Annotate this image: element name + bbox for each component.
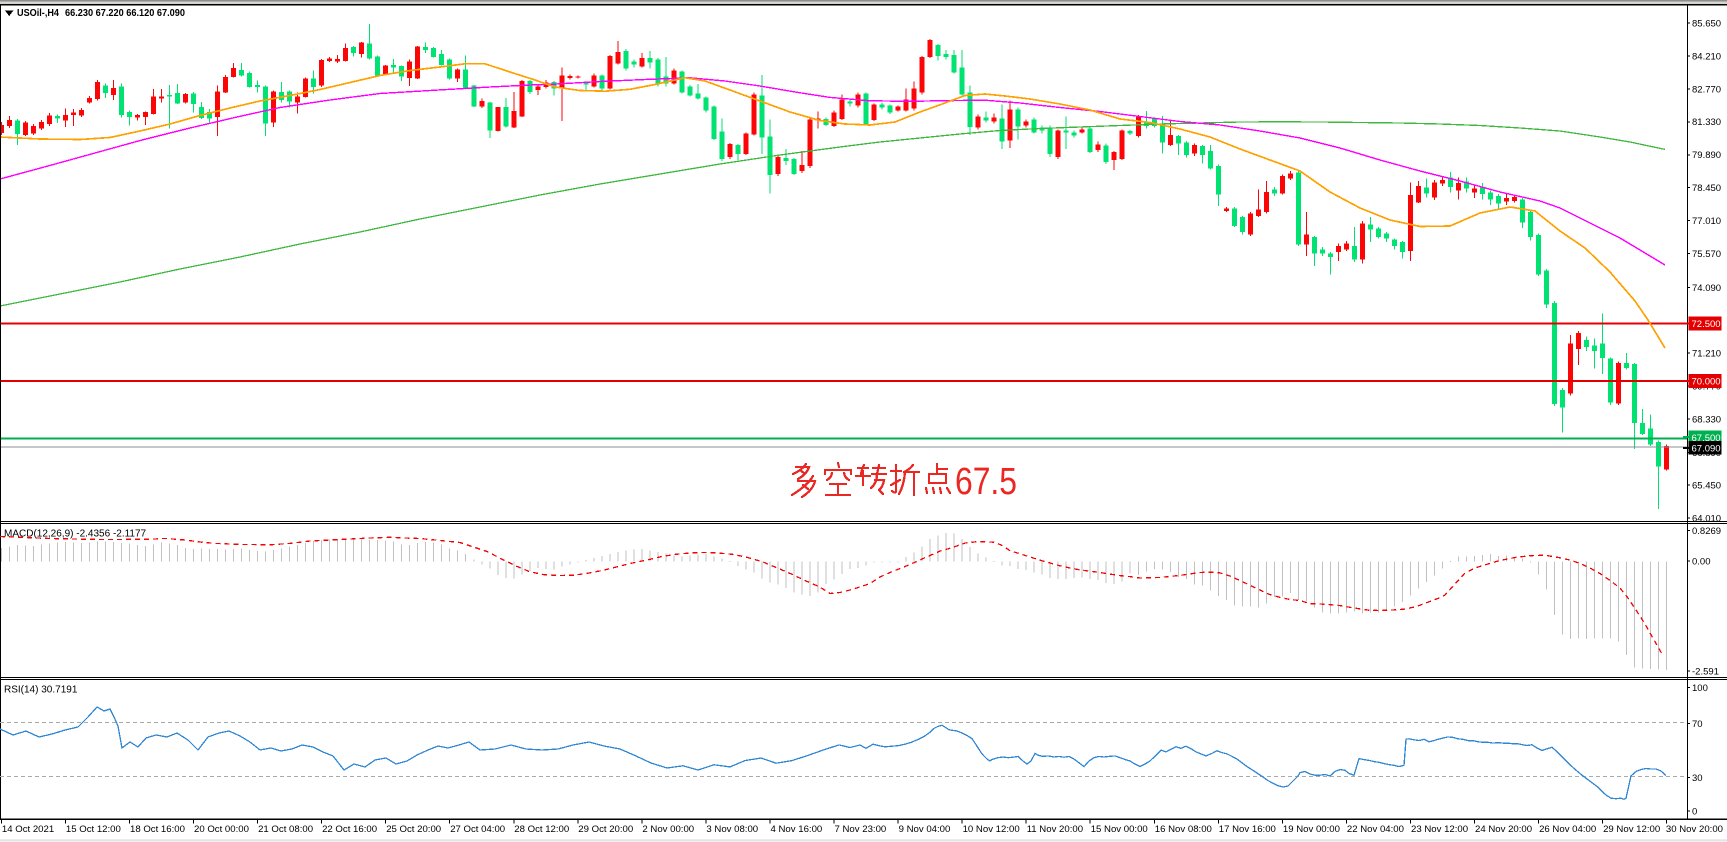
svg-text:22 Oct 16:00: 22 Oct 16:00 <box>322 824 377 835</box>
svg-text:74.090: 74.090 <box>1692 283 1721 294</box>
svg-text:23 Nov 12:00: 23 Nov 12:00 <box>1411 824 1468 835</box>
svg-text:-2.591: -2.591 <box>1692 666 1719 677</box>
svg-text:0: 0 <box>1692 806 1697 817</box>
svg-text:4 Nov 16:00: 4 Nov 16:00 <box>771 824 823 835</box>
svg-text:11 Nov 20:00: 11 Nov 20:00 <box>1027 824 1083 835</box>
svg-text:30: 30 <box>1692 773 1703 784</box>
svg-text:82.770: 82.770 <box>1692 84 1721 95</box>
svg-text:65.450: 65.450 <box>1692 480 1721 491</box>
svg-text:10 Nov 12:00: 10 Nov 12:00 <box>963 824 1020 835</box>
svg-text:29 Nov 12:00: 29 Nov 12:00 <box>1603 824 1660 835</box>
svg-text:USOil-,H4: USOil-,H4 <box>17 7 59 19</box>
svg-text:29 Oct 20:00: 29 Oct 20:00 <box>578 824 633 835</box>
svg-text:14 Oct 2021: 14 Oct 2021 <box>2 824 54 835</box>
svg-text:79.890: 79.890 <box>1692 150 1721 161</box>
svg-text:0.8269: 0.8269 <box>1692 526 1721 537</box>
svg-text:71.210: 71.210 <box>1692 349 1721 360</box>
svg-text:72.500: 72.500 <box>1692 319 1721 330</box>
svg-text:26 Nov 04:00: 26 Nov 04:00 <box>1539 824 1596 835</box>
svg-text:20 Oct 00:00: 20 Oct 00:00 <box>194 824 249 835</box>
svg-text:66.230 67.220 66.120 67.090: 66.230 67.220 66.120 67.090 <box>65 7 185 19</box>
svg-text:28 Oct 12:00: 28 Oct 12:00 <box>514 824 569 835</box>
svg-text:2 Nov 00:00: 2 Nov 00:00 <box>642 824 694 835</box>
svg-text:64.010: 64.010 <box>1692 513 1721 524</box>
svg-text:85.650: 85.650 <box>1692 18 1721 29</box>
svg-text:67.5: 67.5 <box>955 461 1017 503</box>
svg-text:RSI(14) 30.7191: RSI(14) 30.7191 <box>4 685 78 696</box>
svg-text:78.450: 78.450 <box>1692 183 1721 194</box>
svg-text:67.090: 67.090 <box>1692 443 1721 454</box>
svg-text:68.330: 68.330 <box>1692 415 1721 426</box>
svg-text:77.010: 77.010 <box>1692 216 1721 227</box>
svg-text:0.00: 0.00 <box>1692 557 1711 568</box>
svg-text:84.210: 84.210 <box>1692 51 1721 62</box>
svg-text:25 Oct 20:00: 25 Oct 20:00 <box>386 824 441 835</box>
svg-text:70.000: 70.000 <box>1692 377 1721 388</box>
svg-text:19 Nov 00:00: 19 Nov 00:00 <box>1283 824 1340 835</box>
svg-text:9 Nov 04:00: 9 Nov 04:00 <box>899 824 951 835</box>
svg-text:27 Oct 04:00: 27 Oct 04:00 <box>450 824 505 835</box>
svg-text:15 Nov 00:00: 15 Nov 00:00 <box>1091 824 1148 835</box>
svg-text:3 Nov 08:00: 3 Nov 08:00 <box>706 824 758 835</box>
svg-text:100: 100 <box>1692 683 1708 694</box>
svg-text:24 Nov 20:00: 24 Nov 20:00 <box>1475 824 1532 835</box>
svg-text:21 Oct 08:00: 21 Oct 08:00 <box>258 824 313 835</box>
svg-text:16 Nov 08:00: 16 Nov 08:00 <box>1155 824 1212 835</box>
svg-text:15 Oct 12:00: 15 Oct 12:00 <box>66 824 121 835</box>
svg-text:81.330: 81.330 <box>1692 117 1721 128</box>
svg-text:70: 70 <box>1692 719 1703 730</box>
svg-text:30 Nov 20:00: 30 Nov 20:00 <box>1666 824 1723 835</box>
svg-text:17 Nov 16:00: 17 Nov 16:00 <box>1219 824 1276 835</box>
svg-text:67.500: 67.500 <box>1692 433 1721 444</box>
svg-text:7 Nov 23:00: 7 Nov 23:00 <box>835 824 887 835</box>
svg-text:75.570: 75.570 <box>1692 249 1721 260</box>
svg-text:MACD(12,26,9) -2.4356 -2.1177: MACD(12,26,9) -2.4356 -2.1177 <box>4 529 147 540</box>
svg-text:22 Nov 04:00: 22 Nov 04:00 <box>1347 824 1404 835</box>
svg-text:18 Oct 16:00: 18 Oct 16:00 <box>130 824 185 835</box>
